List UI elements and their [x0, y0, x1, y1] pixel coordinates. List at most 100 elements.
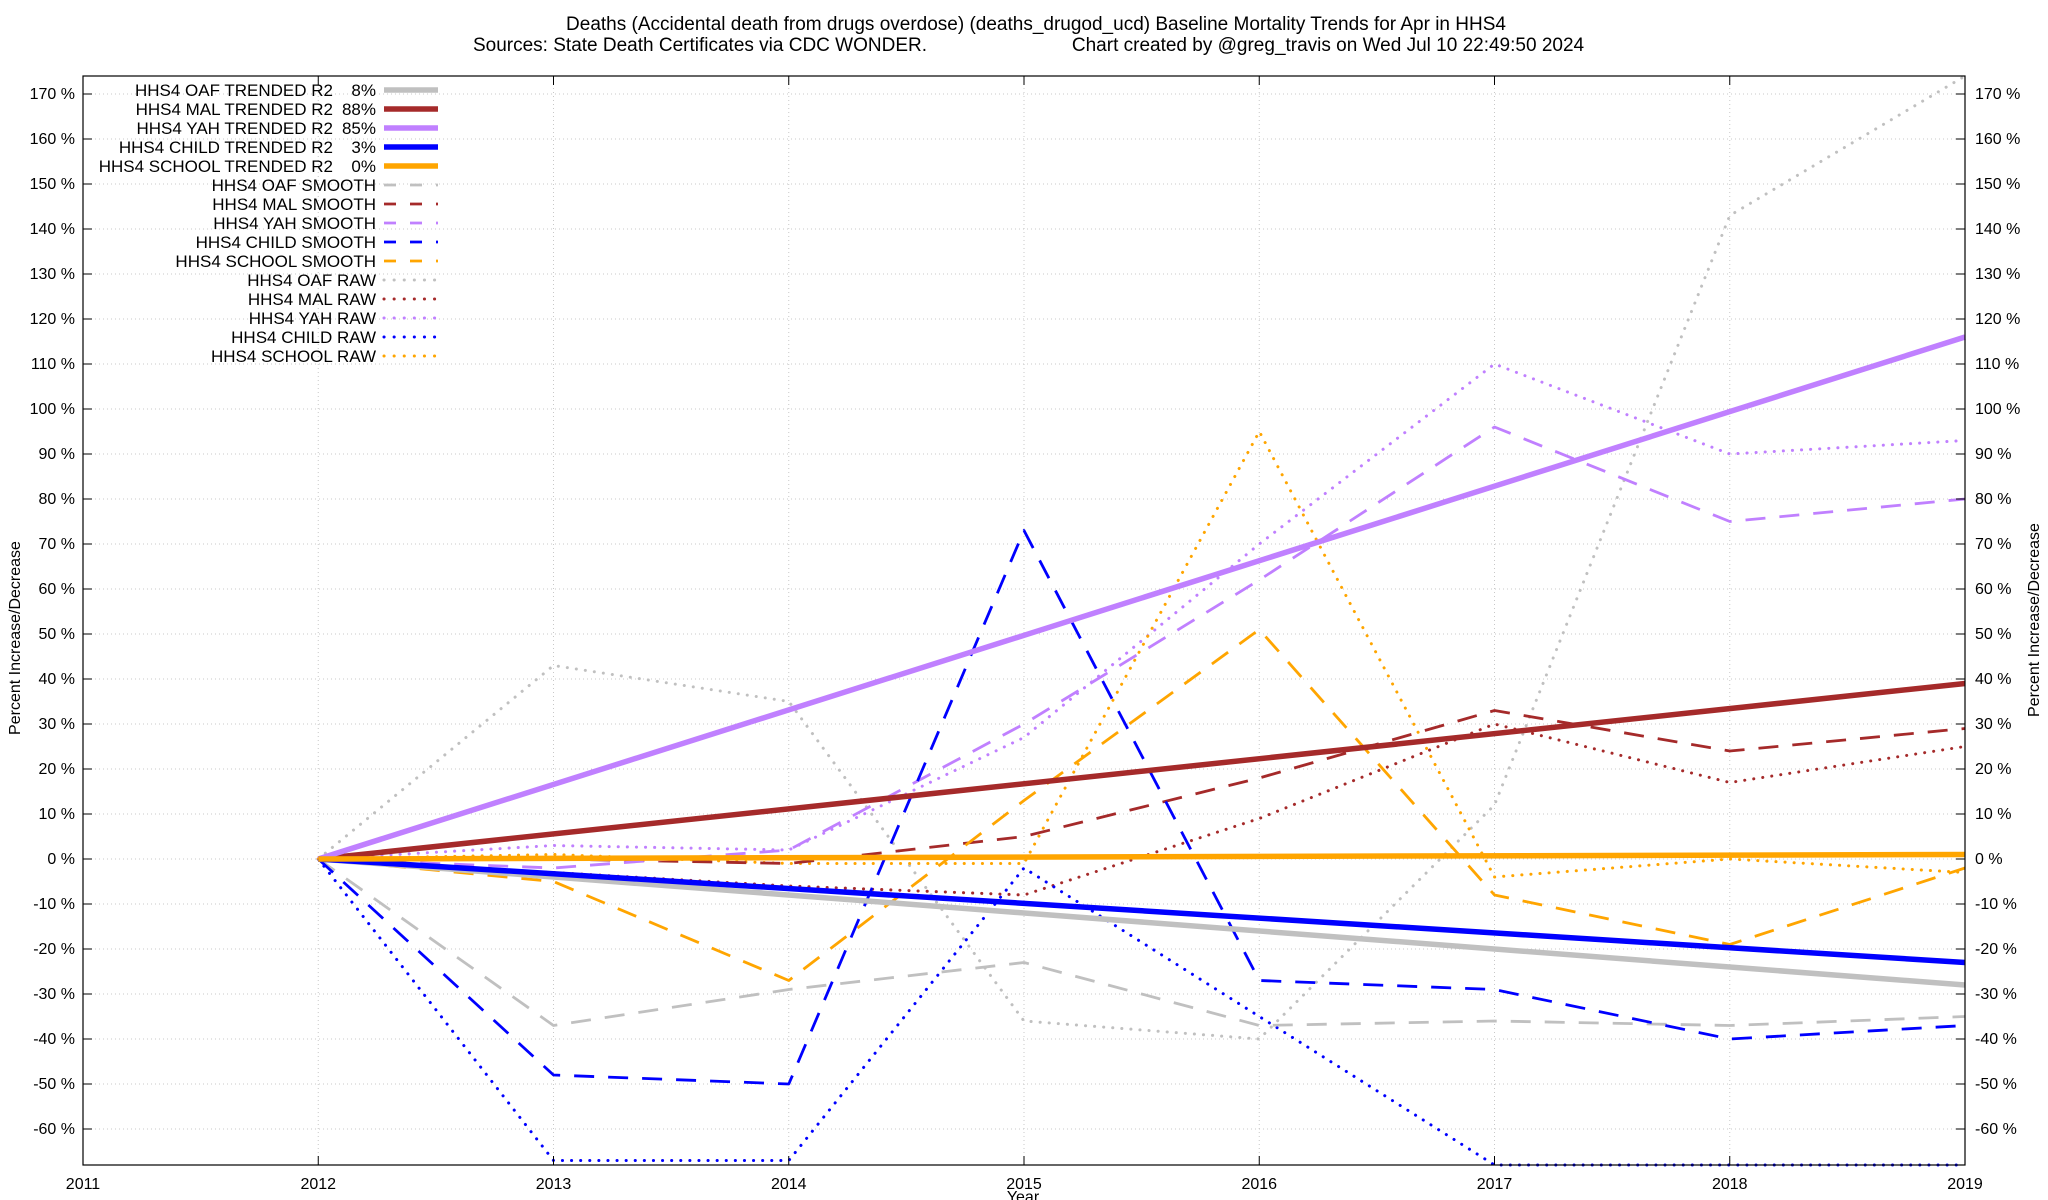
legend-r2-value: 88%	[342, 100, 376, 119]
y-axis-title-left: Percent Increase/Decrease	[7, 541, 24, 735]
y-tick-label-right: 150 %	[1975, 176, 2020, 193]
tick-labels: -60 % -60 % -50 % -50 % -40 % -40 % -30 % -30 %…	[30, 86, 2021, 1193]
legend-label: HHS4 YAH TRENDED R2	[137, 119, 334, 138]
legend-item-hhs4-school-raw: HHS4 SCHOOL RAW	[211, 347, 440, 366]
y-tick-label-left: 40 %	[39, 671, 75, 688]
series-hhs4-oaf-trended-r2	[318, 856, 1966, 988]
y-tick-label-left: 110 %	[31, 356, 75, 373]
y-tick-label-left: 0 %	[47, 851, 75, 868]
y-tick-label-left: 10 %	[39, 806, 75, 823]
y-tick-label-right: 120 %	[1975, 311, 2020, 328]
legend-r2-value: 0%	[351, 157, 376, 176]
legend-item-hhs4-child-smooth: HHS4 CHILD SMOOTH	[196, 233, 438, 252]
x-tick-label: 2015	[1006, 1176, 1042, 1193]
legend-item-hhs4-child-trended-r2: HHS4 CHILD TRENDED R2 3%	[119, 138, 438, 157]
legend-label: HHS4 MAL TRENDED R2	[136, 100, 333, 119]
y-tick-label-right: 10 %	[1975, 806, 2011, 823]
series-layer	[316, 74, 1967, 1167]
y-tick-label-right: 60 %	[1975, 581, 2011, 598]
legend-label: HHS4 CHILD RAW	[231, 328, 376, 347]
y-tick-label-right: 40 %	[1975, 671, 2011, 688]
y-tick-label-left: 30 %	[39, 716, 75, 733]
y-tick-label-left: 80 %	[39, 491, 75, 508]
y-tick-label-left: 120 %	[30, 311, 75, 328]
series-hhs4-mal-raw	[316, 722, 1967, 897]
y-tick-label-right: -40 %	[1975, 1031, 2017, 1048]
legend-r2-value: 3%	[351, 138, 376, 157]
legend-item-hhs4-oaf-raw: HHS4 OAF RAW	[247, 271, 440, 290]
x-tick-label: 2014	[771, 1176, 807, 1193]
x-tick-label: 2013	[536, 1176, 572, 1193]
y-tick-label-left: -10 %	[33, 896, 75, 913]
y-tick-label-left: 130 %	[30, 266, 75, 283]
legend-label: HHS4 MAL RAW	[248, 290, 376, 309]
series-hhs4-school-trended-r2	[318, 851, 1966, 862]
x-tick-label: 2012	[300, 1176, 336, 1193]
legend-item-hhs4-oaf-smooth: HHS4 OAF SMOOTH	[212, 176, 438, 195]
legend-item-hhs4-child-raw: HHS4 CHILD RAW	[231, 328, 440, 347]
x-tick-label: 2019	[1947, 1176, 1983, 1193]
y-tick-label-left: 70 %	[39, 536, 75, 553]
y-tick-label-left: 20 %	[39, 761, 75, 778]
y-tick-label-left: 100 %	[30, 401, 75, 418]
series-hhs4-mal-trended-r2	[318, 680, 1966, 862]
chart-title: Deaths (Accidental death from drugs over…	[566, 14, 1506, 35]
series-hhs4-child-smooth	[317, 529, 1966, 1086]
legend-item-hhs4-mal-trended-r2: HHS4 MAL TRENDED R2 88%	[136, 100, 438, 119]
y-tick-label-left: 50 %	[39, 626, 75, 643]
legend-label: HHS4 YAH RAW	[249, 309, 376, 328]
legend-r2-value: 85%	[342, 119, 376, 138]
series-hhs4-school-smooth	[318, 628, 1966, 982]
legend-label: HHS4 SCHOOL TRENDED R2	[99, 157, 333, 176]
chart-credit: Chart created by @greg_travis on Wed Jul…	[1072, 35, 1585, 56]
series-hhs4-yah-smooth	[318, 425, 1966, 870]
legend-item-hhs4-mal-raw: HHS4 MAL RAW	[248, 290, 440, 309]
y-tick-label-left: -50 %	[33, 1076, 75, 1093]
legend-label: HHS4 YAH SMOOTH	[213, 214, 376, 233]
series-hhs4-oaf-smooth	[317, 857, 1966, 1027]
y-tick-label-left: -30 %	[33, 986, 75, 1003]
y-tick-label-right: 140 %	[1975, 221, 2020, 238]
legend-label: HHS4 OAF TRENDED R2	[135, 81, 333, 100]
y-axis-title-right: Percent Increase/Decrease	[2026, 523, 2043, 717]
y-tick-label-right: 160 %	[1975, 131, 2020, 148]
y-tick-label-right: 70 %	[1975, 536, 2011, 553]
legend-label: HHS4 CHILD SMOOTH	[196, 233, 376, 252]
y-tick-label-right: 170 %	[1975, 86, 2020, 103]
legend-item-hhs4-yah-smooth: HHS4 YAH SMOOTH	[213, 214, 438, 233]
legend-label: HHS4 SCHOOL RAW	[211, 347, 376, 366]
x-tick-label: 2011	[66, 1176, 101, 1193]
x-axis-title: Year	[1007, 1189, 1040, 1200]
legend: HHS4 OAF TRENDED R2 8%HHS4 MAL TRENDED R2…	[99, 81, 440, 366]
y-tick-label-left: 90 %	[39, 446, 75, 463]
x-tick-label: 2017	[1477, 1176, 1513, 1193]
legend-item-hhs4-yah-trended-r2: HHS4 YAH TRENDED R2 85%	[137, 119, 438, 138]
y-tick-label-left: 160 %	[30, 131, 75, 148]
legend-item-hhs4-yah-raw: HHS4 YAH RAW	[249, 309, 440, 328]
y-tick-label-right: -50 %	[1975, 1076, 2017, 1093]
axes	[82, 75, 1966, 1166]
y-tick-label-left: -60 %	[33, 1121, 75, 1138]
y-tick-label-left: -40 %	[33, 1031, 75, 1048]
series-hhs4-child-trended-r2	[318, 856, 1966, 966]
y-tick-label-right: -60 %	[1975, 1121, 2017, 1138]
y-tick-label-left: 150 %	[30, 176, 75, 193]
y-tick-label-right: 90 %	[1975, 446, 2011, 463]
legend-label: HHS4 CHILD TRENDED R2	[119, 138, 333, 157]
y-tick-label-right: -20 %	[1975, 941, 2017, 958]
x-tick-label: 2018	[1712, 1176, 1748, 1193]
y-tick-label-right: 130 %	[1975, 266, 2020, 283]
series-hhs4-yah-trended-r2	[317, 334, 1966, 862]
y-tick-label-right: 20 %	[1975, 761, 2011, 778]
legend-item-hhs4-mal-smooth: HHS4 MAL SMOOTH	[212, 195, 438, 214]
legend-label: HHS4 OAF SMOOTH	[212, 176, 376, 195]
y-tick-label-right: 0 %	[1975, 851, 2003, 868]
y-tick-label-right: 50 %	[1975, 626, 2011, 643]
y-tick-label-left: 170 %	[30, 86, 75, 103]
y-tick-label-right: -10 %	[1975, 896, 2017, 913]
y-tick-label-left: 60 %	[39, 581, 75, 598]
y-tick-label-right: -30 %	[1975, 986, 2017, 1003]
x-tick-label: 2016	[1241, 1176, 1277, 1193]
